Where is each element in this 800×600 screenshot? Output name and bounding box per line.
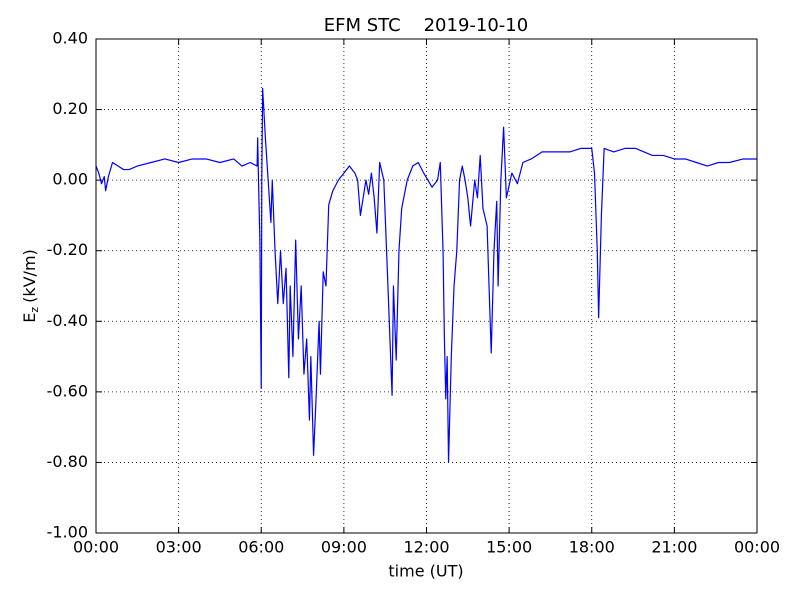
x-tick-label: 06:00 (238, 538, 284, 557)
x-tick-label: 15:00 (486, 538, 532, 557)
y-tick-label: -1.00 (47, 523, 88, 542)
y-axis-label-unit: (kV/m) (20, 249, 39, 303)
y-axis-label-main: E (20, 313, 39, 323)
x-tick-label: 00:00 (734, 538, 780, 557)
x-tick-label: 18:00 (569, 538, 615, 557)
y-tick-label: -0.80 (47, 452, 88, 471)
y-tick-label: -0.20 (47, 240, 88, 259)
y-tick-label: -0.60 (47, 381, 88, 400)
y-tick-label: 0.00 (52, 170, 88, 189)
plot-frame (95, 38, 758, 534)
x-tick-label: 21:00 (651, 538, 697, 557)
x-axis-label: time (UT) (388, 562, 463, 581)
y-tick-label: 0.20 (52, 99, 88, 118)
x-tick-label: 00:00 (73, 538, 119, 557)
x-tick-label: 09:00 (321, 538, 367, 557)
x-tick-label: 03:00 (156, 538, 202, 557)
y-tick-label: 0.40 (52, 29, 88, 48)
y-tick-label: -0.40 (47, 311, 88, 330)
y-axis-label: Ez (kV/m) (20, 249, 42, 323)
data-line (95, 87, 757, 464)
x-tick-label: 12:00 (403, 538, 449, 557)
chart-title: EFM STC 2019-10-10 (324, 15, 528, 36)
y-axis-label-sub: z (28, 307, 41, 313)
